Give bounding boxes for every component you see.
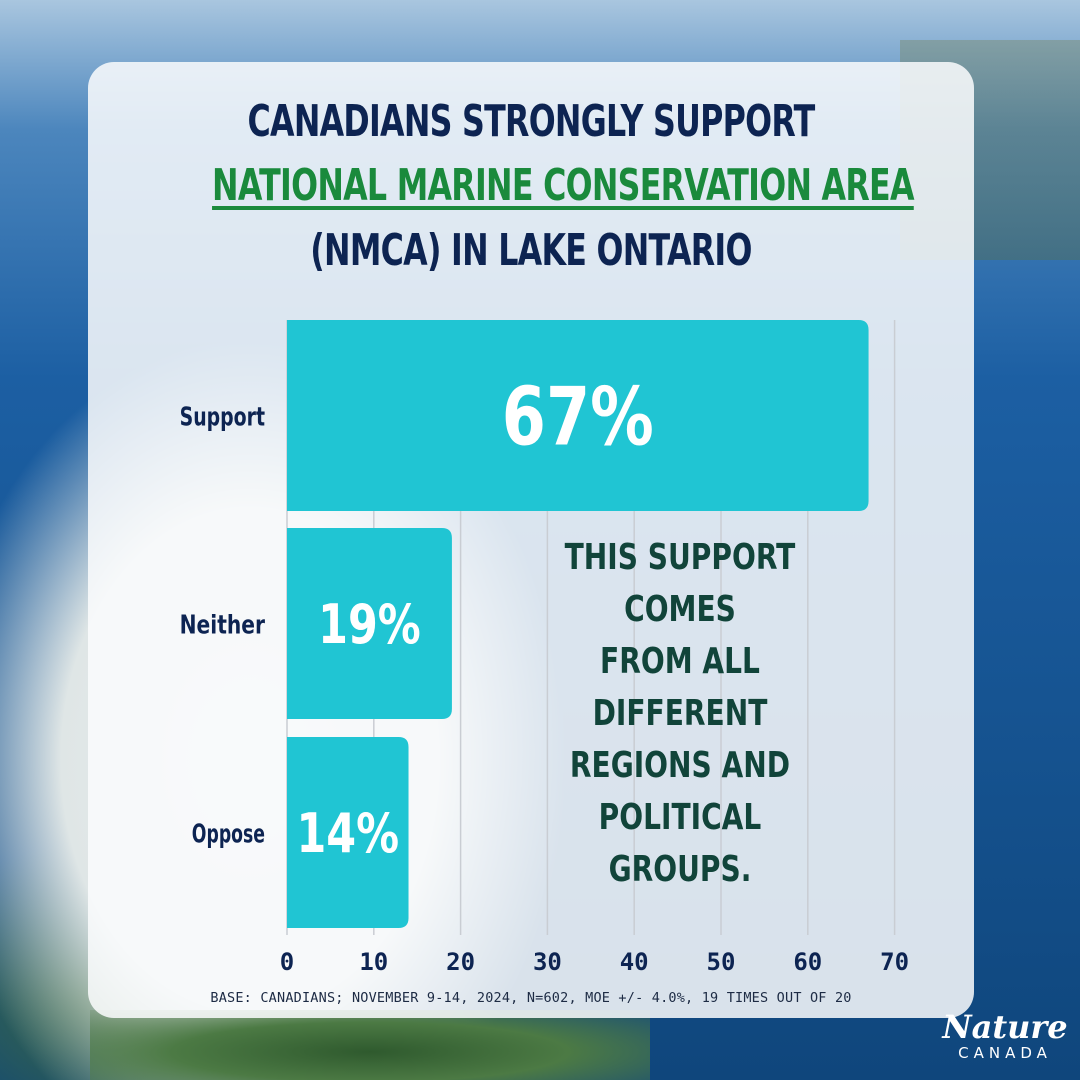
x-tick-label: 0	[280, 948, 294, 976]
x-axis-ticks: 0 10 20 30 40 50 60 70	[280, 948, 909, 976]
category-label: Neither	[180, 611, 266, 641]
x-tick-label: 60	[793, 948, 822, 976]
bar-value-label: 19%	[318, 593, 421, 656]
annotation-line: THIS SUPPORT COMES	[564, 537, 796, 630]
x-tick-label: 40	[620, 948, 649, 976]
bar-value-label: 67%	[502, 370, 654, 463]
bar-value-label: 14%	[296, 802, 399, 865]
x-tick-label: 70	[880, 948, 909, 976]
content-card	[88, 62, 974, 1018]
background-forest	[90, 1010, 650, 1080]
annotation-line: REGIONS AND	[569, 745, 791, 786]
title-line-2: NATIONAL MARINE CONSERVATION AREA	[212, 160, 914, 211]
bars: 67% 19% 14%	[287, 320, 869, 928]
title-line-1: CANADIANS STRONGLY SUPPORT	[247, 96, 815, 147]
x-tick-label: 30	[533, 948, 562, 976]
category-labels: Support Neither Oppose	[180, 403, 266, 850]
logo-wordmark: Nature	[942, 1008, 1068, 1046]
title-highlight: NATIONAL MARINE CONSERVATION AREA	[212, 160, 914, 211]
category-label: Oppose	[192, 820, 265, 850]
footnote: BASE: CANADIANS; NOVEMBER 9-14, 2024, N=…	[210, 990, 852, 1006]
bar-support	[287, 320, 869, 511]
category-label: Support	[180, 403, 265, 433]
annotation-text: THIS SUPPORT COMES FROM ALL DIFFERENT RE…	[532, 532, 828, 896]
x-tick-label: 10	[359, 948, 388, 976]
title-line-3: (NMCA) IN LAKE ONTARIO	[310, 225, 752, 276]
nature-canada-logo: Nature CANADA	[935, 1010, 1075, 1072]
annotation-line: FROM ALL DIFFERENT	[592, 641, 768, 734]
x-tick-label: 50	[707, 948, 736, 976]
annotation-line: POLITICAL GROUPS.	[598, 797, 762, 890]
bar-neither	[287, 528, 452, 719]
bar-oppose	[287, 737, 409, 928]
logo-subtext: CANADA	[958, 1044, 1052, 1062]
x-tick-label: 20	[446, 948, 475, 976]
